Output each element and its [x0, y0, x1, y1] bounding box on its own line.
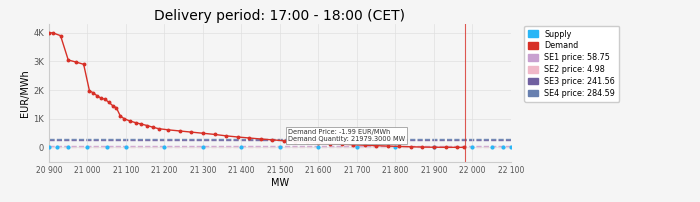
Text: Demand Price: -1.99 EUR/MWh
Demand Quantity: 21979.3000 MW: Demand Price: -1.99 EUR/MWh Demand Quant…: [288, 129, 405, 142]
Legend: Supply, Demand, SE1 price: 58.75, SE2 price: 4.98, SE3 price: 241.56, SE4 price:: Supply, Demand, SE1 price: 58.75, SE2 pr…: [524, 25, 620, 102]
X-axis label: MW: MW: [271, 178, 289, 188]
Title: Delivery period: 17:00 - 18:00 (CET): Delivery period: 17:00 - 18:00 (CET): [155, 9, 405, 23]
Y-axis label: EUR/MWh: EUR/MWh: [20, 69, 31, 117]
